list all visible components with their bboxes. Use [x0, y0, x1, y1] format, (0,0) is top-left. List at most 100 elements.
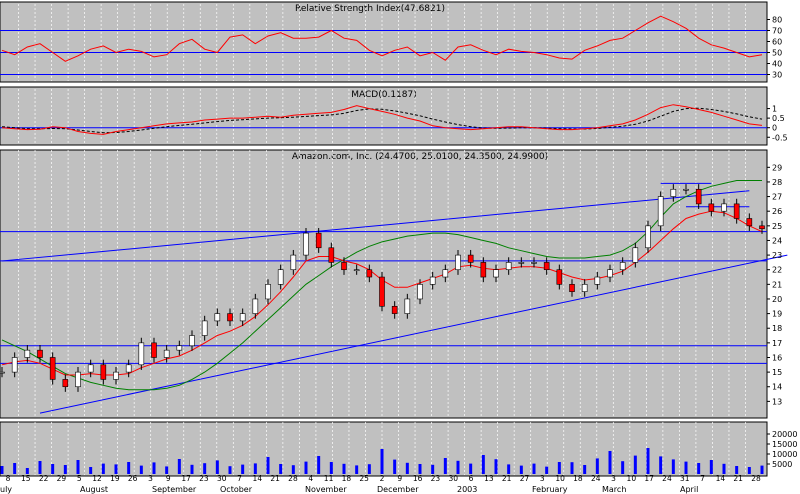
volume-bar	[165, 466, 169, 474]
candle-body	[645, 225, 651, 249]
volume-bar	[469, 463, 473, 474]
y-tick-label: 22	[772, 266, 782, 275]
candle-body	[581, 284, 588, 292]
volume-bar	[735, 466, 739, 474]
candle-body	[227, 313, 233, 322]
y-tick-label: 1	[772, 105, 777, 114]
x-tick-label: 30	[448, 474, 458, 483]
volume-bar	[507, 464, 511, 474]
candle-body	[353, 269, 360, 272]
x-tick-label: 10	[555, 474, 565, 483]
volume-bar	[405, 462, 409, 474]
volume-bar	[760, 465, 764, 474]
volume-bar	[291, 465, 295, 474]
volume-bar	[304, 461, 308, 474]
x-tick-label: 2	[380, 474, 385, 483]
volume-bar	[317, 456, 321, 474]
y-tick-label: 27	[772, 193, 782, 202]
volume-bar	[279, 464, 283, 474]
candle-body	[480, 262, 487, 278]
volume-bar	[228, 466, 232, 474]
x-tick-label: 3	[540, 474, 545, 483]
volume-bar	[697, 463, 701, 474]
x-tick-label: 3	[148, 474, 153, 483]
volume-bar	[545, 466, 549, 474]
x-tick-label: 22	[39, 474, 49, 483]
trendline	[39, 254, 788, 414]
volume-bar	[431, 464, 435, 474]
y-tick-label: 29	[772, 163, 782, 172]
volume-bar	[684, 461, 688, 474]
x-tick-label: 23	[199, 474, 209, 483]
volume-bar	[13, 463, 17, 474]
candle-body	[75, 371, 81, 388]
volume-bar	[456, 460, 460, 474]
y-tick-label: 23	[772, 251, 782, 260]
volume-bar	[101, 463, 105, 474]
volume-bar	[203, 463, 207, 474]
candle-body	[315, 232, 322, 249]
y-tick-label: 10000	[772, 450, 797, 459]
volume-bar	[127, 462, 131, 474]
candle-body	[201, 320, 208, 336]
x-tick-label: 21	[270, 474, 280, 483]
volume-bar	[241, 464, 245, 474]
month-label: February	[532, 485, 568, 494]
y-tick-label: 30	[772, 71, 782, 80]
volume-bar	[709, 460, 713, 474]
volume-bar	[215, 460, 219, 474]
volume-bar	[570, 462, 574, 474]
x-tick-label: 15	[21, 474, 31, 483]
month-label: April	[680, 485, 698, 494]
x-tick-label: 29	[57, 474, 67, 483]
candle-body	[733, 203, 740, 219]
y-tick-label: 16	[772, 353, 782, 362]
month-label: August	[80, 485, 108, 494]
candle-body	[619, 262, 626, 271]
macd-panel: MACD(0.1187) -0.500.51	[0, 86, 788, 146]
x-tick-label: 18	[342, 474, 352, 483]
volume-bar	[380, 449, 384, 474]
volume-bar	[557, 462, 561, 474]
y-tick-label: 24	[772, 236, 782, 245]
candle-body	[404, 298, 411, 314]
volume-bar	[190, 464, 194, 474]
month-label: October	[220, 485, 253, 494]
macd-title: MACD(0.1187)	[351, 90, 417, 100]
candle-body	[151, 342, 157, 358]
month-label: uly	[0, 485, 12, 494]
x-tick-label: 6	[469, 474, 474, 483]
volume-bar	[583, 465, 587, 474]
volume-bar	[659, 456, 663, 474]
y-tick-label: 15	[772, 368, 782, 377]
candle-body	[442, 269, 449, 278]
volume-bar	[722, 463, 726, 474]
y-tick-label: 26	[772, 207, 782, 216]
x-tick-label: 26	[128, 474, 138, 483]
candle-body	[429, 276, 436, 285]
x-tick-label: 18	[573, 474, 583, 483]
x-tick-label: 25	[359, 474, 369, 483]
y-tick-label: 80	[772, 16, 782, 25]
trendline	[1, 190, 750, 262]
y-tick-label: 14	[772, 383, 782, 392]
candle-body	[0, 371, 5, 374]
y-tick-label: 0	[772, 124, 777, 133]
x-tick-label: 5	[77, 474, 82, 483]
volume-bar	[747, 467, 751, 474]
x-tick-label: 8	[6, 474, 11, 483]
rsi-line	[1, 15, 763, 62]
candle-body	[328, 247, 335, 263]
y-tick-label: 20	[772, 295, 782, 304]
candle-body	[746, 218, 753, 227]
y-tick-label: 28	[772, 178, 782, 187]
y-tick-label: 0.5	[772, 114, 785, 123]
y-tick-label: 5000	[772, 460, 792, 469]
volume-bar	[177, 459, 181, 474]
x-tick-label: 24	[591, 474, 601, 483]
volume-bar	[532, 463, 536, 474]
volume-bar	[443, 458, 447, 474]
candle-body	[113, 371, 119, 380]
candle-body	[391, 305, 398, 314]
volume-bar	[646, 448, 650, 474]
